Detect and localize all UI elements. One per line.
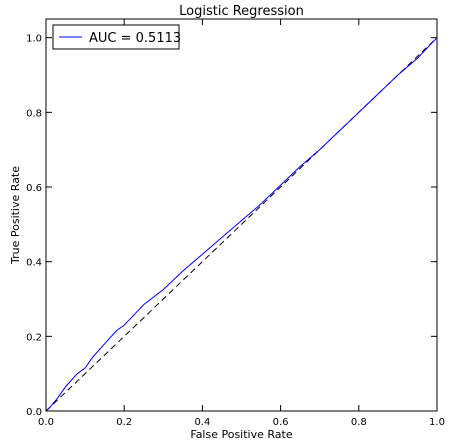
x-tick-label: 0.6	[273, 417, 289, 428]
plot-area	[46, 19, 437, 411]
legend: AUC = 0.5113	[53, 25, 181, 49]
legend-entry-auc: AUC = 0.5113	[89, 31, 181, 46]
y-tick-label: 0.0	[26, 407, 42, 418]
y-tick-label: 0.8	[26, 108, 42, 119]
x-tick-label: 0.2	[116, 417, 132, 428]
x-tick-label: 0.4	[194, 417, 210, 428]
y-tick-label: 0.2	[26, 332, 42, 343]
y-tick-label: 1.0	[26, 34, 42, 45]
plot-background	[46, 19, 437, 411]
y-tick-label: 0.6	[26, 183, 42, 194]
chart-title: Logistic Regression	[179, 4, 304, 19]
y-tick-label: 0.4	[26, 258, 42, 269]
x-axis-label: False Positive Rate	[190, 428, 292, 441]
x-tick-label: 0.8	[351, 417, 367, 428]
x-tick-label: 0.0	[38, 417, 54, 428]
y-axis-label: True Positive Rate	[9, 166, 22, 265]
x-tick-label: 1.0	[429, 417, 445, 428]
